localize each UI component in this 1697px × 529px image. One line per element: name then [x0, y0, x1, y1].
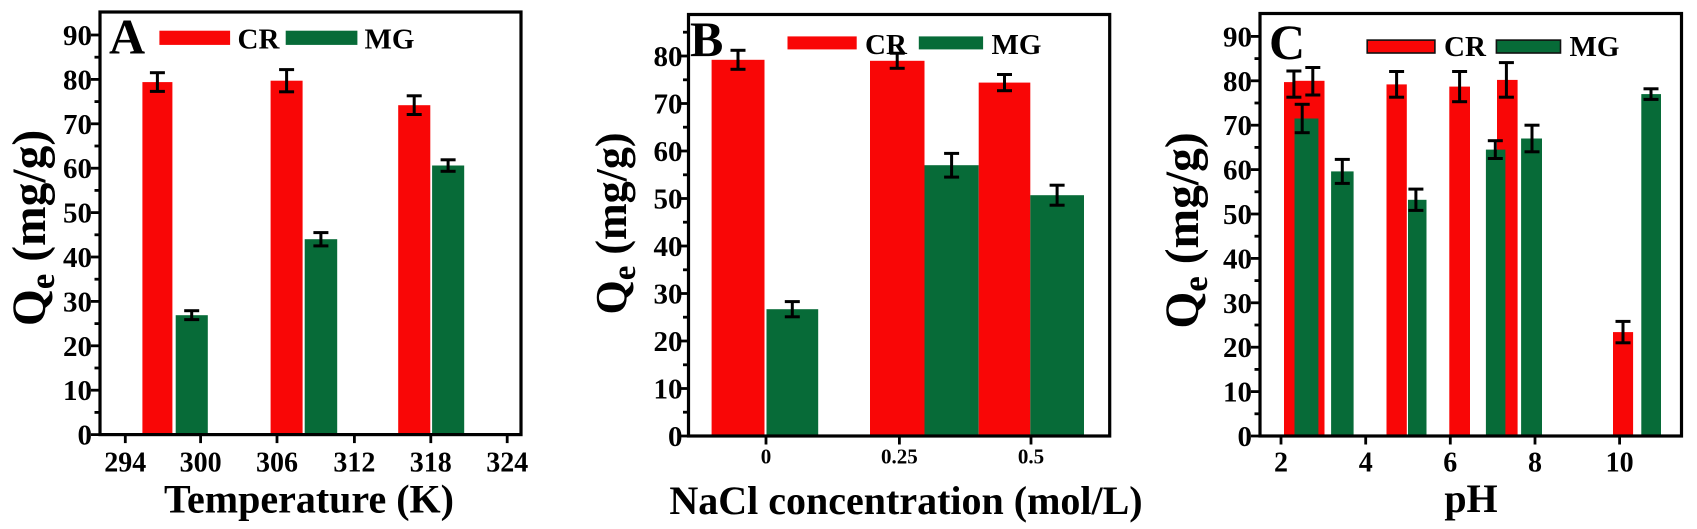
svg-text:318: 318 — [410, 448, 452, 479]
svg-text:0: 0 — [668, 421, 683, 453]
svg-text:324: 324 — [486, 448, 528, 479]
svg-text:CR: CR — [238, 24, 281, 56]
svg-text:MG: MG — [992, 29, 1042, 61]
svg-text:40: 40 — [1223, 243, 1252, 275]
svg-text:20: 20 — [1223, 332, 1252, 364]
svg-text:80: 80 — [1223, 66, 1252, 98]
svg-text:50: 50 — [1223, 199, 1252, 231]
svg-text:80: 80 — [63, 64, 92, 96]
svg-text:NaCl concentration (mol/L): NaCl concentration (mol/L) — [669, 478, 1142, 523]
svg-text:30: 30 — [1223, 288, 1252, 320]
svg-text:70: 70 — [654, 89, 683, 121]
svg-text:30: 30 — [63, 286, 92, 318]
svg-text:B: B — [690, 11, 723, 67]
svg-text:60: 60 — [1223, 155, 1252, 187]
svg-text:40: 40 — [654, 231, 683, 263]
svg-text:10: 10 — [63, 375, 92, 407]
svg-text:60: 60 — [654, 136, 683, 168]
svg-text:Qe (mg/g): Qe (mg/g) — [1157, 132, 1215, 328]
svg-text:294: 294 — [104, 448, 146, 479]
svg-text:30: 30 — [654, 279, 683, 311]
svg-text:MG: MG — [1570, 31, 1620, 63]
svg-text:300: 300 — [180, 448, 222, 479]
svg-text:Temperature (K): Temperature (K) — [164, 477, 454, 522]
svg-text:312: 312 — [333, 448, 375, 479]
svg-text:Qe (mg/g): Qe (mg/g) — [587, 132, 643, 314]
svg-text:CR: CR — [1444, 31, 1487, 63]
svg-text:20: 20 — [63, 331, 92, 363]
svg-text:90: 90 — [63, 20, 92, 52]
svg-text:0: 0 — [761, 445, 772, 469]
svg-text:6: 6 — [1443, 448, 1457, 479]
svg-text:306: 306 — [256, 448, 298, 479]
svg-text:50: 50 — [654, 184, 683, 216]
svg-text:10: 10 — [1223, 377, 1252, 409]
svg-text:50: 50 — [63, 198, 92, 230]
svg-text:70: 70 — [63, 109, 92, 141]
svg-text:10: 10 — [654, 374, 683, 406]
svg-text:C: C — [1269, 14, 1305, 70]
svg-text:90: 90 — [1223, 21, 1252, 53]
svg-text:Qe (mg/g): Qe (mg/g) — [4, 130, 62, 326]
svg-text:A: A — [109, 8, 145, 64]
svg-text:10: 10 — [1606, 448, 1634, 479]
svg-text:0.25: 0.25 — [881, 445, 918, 469]
svg-text:0: 0 — [1238, 421, 1253, 453]
svg-text:80: 80 — [654, 41, 683, 73]
svg-text:2: 2 — [1274, 448, 1288, 479]
svg-text:0: 0 — [78, 420, 93, 452]
svg-text:40: 40 — [63, 242, 92, 274]
svg-text:0.5: 0.5 — [1018, 445, 1044, 469]
svg-text:4: 4 — [1359, 448, 1373, 479]
svg-text:CR: CR — [865, 29, 908, 61]
svg-text:8: 8 — [1528, 448, 1542, 479]
svg-text:MG: MG — [365, 24, 415, 56]
svg-text:60: 60 — [63, 153, 92, 185]
svg-text:20: 20 — [654, 326, 683, 358]
svg-text:70: 70 — [1223, 110, 1252, 142]
svg-text:pH: pH — [1444, 476, 1497, 521]
